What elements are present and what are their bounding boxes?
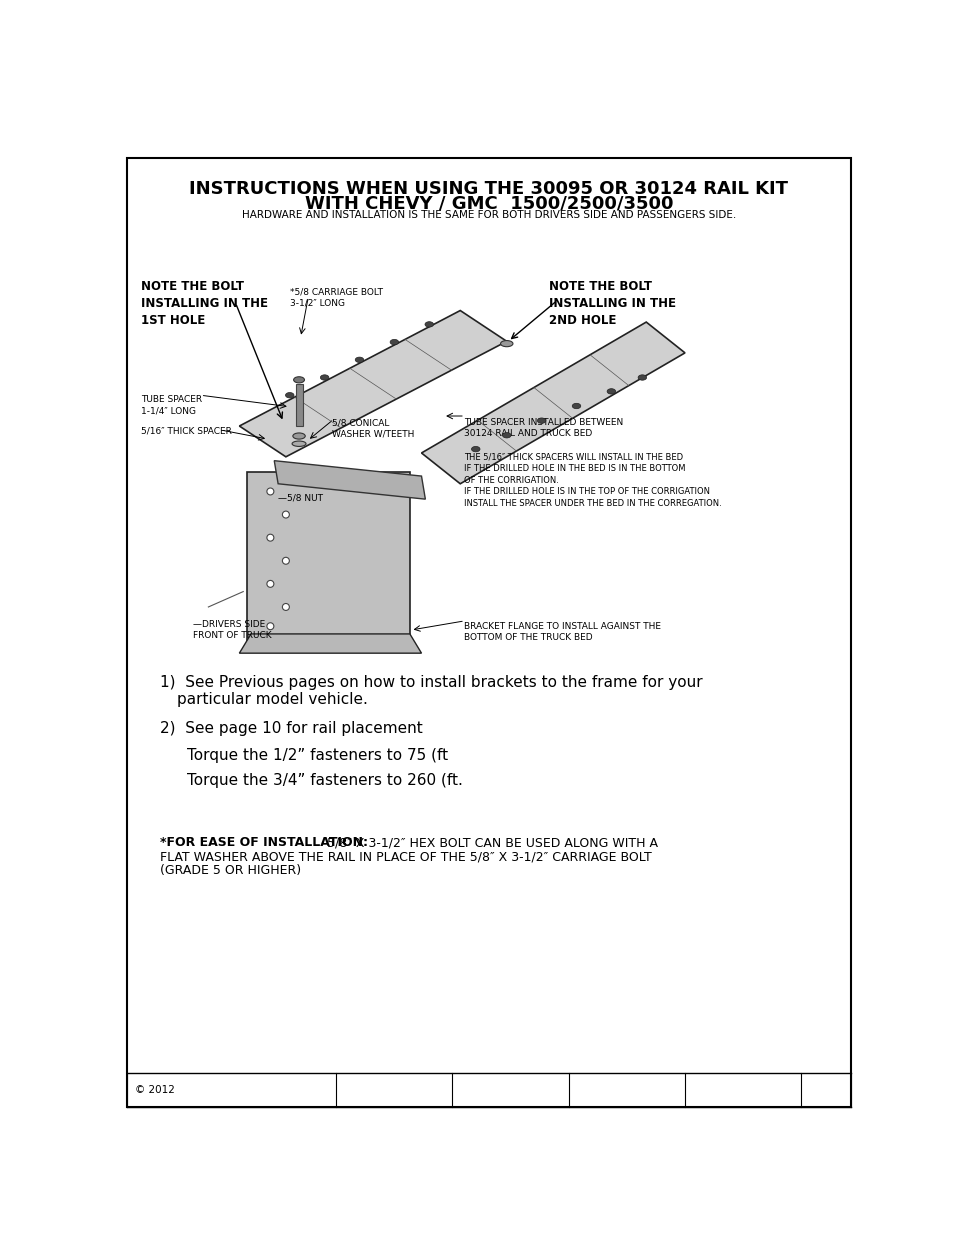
Ellipse shape xyxy=(537,419,545,424)
Ellipse shape xyxy=(471,446,479,452)
Text: TUBE SPACER INSTALLED BETWEEN
30124 RAIL AND TRUCK BED: TUBE SPACER INSTALLED BETWEEN 30124 RAIL… xyxy=(464,419,622,439)
Text: 1)  See Previous pages on how to install brackets to the frame for your: 1) See Previous pages on how to install … xyxy=(159,674,701,689)
Text: 5/16″ THICK SPACER: 5/16″ THICK SPACER xyxy=(141,426,232,435)
Ellipse shape xyxy=(424,322,433,327)
Ellipse shape xyxy=(355,357,363,362)
Polygon shape xyxy=(247,472,410,642)
Text: NOTE THE BOLT
INSTALLING IN THE
2ND HOLE: NOTE THE BOLT INSTALLING IN THE 2ND HOLE xyxy=(549,279,676,327)
Text: 2)  See page 10 for rail placement: 2) See page 10 for rail placement xyxy=(159,720,422,736)
Ellipse shape xyxy=(285,392,294,398)
Text: (GRADE 5 OR HIGHER): (GRADE 5 OR HIGHER) xyxy=(159,865,300,877)
Ellipse shape xyxy=(267,623,274,630)
Ellipse shape xyxy=(320,375,329,380)
Text: THE 5/16″ THICK SPACERS WILL INSTALL IN THE BED
IF THE DRILLED HOLE IN THE BED I: THE 5/16″ THICK SPACERS WILL INSTALL IN … xyxy=(464,454,721,507)
Text: FLAT WASHER ABOVE THE RAIL IN PLACE OF THE 5/8″ X 3-1/2″ CARRIAGE BOLT: FLAT WASHER ABOVE THE RAIL IN PLACE OF T… xyxy=(159,851,651,863)
Ellipse shape xyxy=(502,432,511,439)
Text: —DRIVERS SIDE
FRONT OF TRUCK: —DRIVERS SIDE FRONT OF TRUCK xyxy=(193,620,272,640)
Polygon shape xyxy=(274,461,425,499)
Ellipse shape xyxy=(282,511,289,517)
Text: © 2012: © 2012 xyxy=(134,1085,174,1095)
Text: *FOR EASE OF INSTALLATION:: *FOR EASE OF INSTALLATION: xyxy=(159,837,372,850)
Text: NOTE THE BOLT
INSTALLING IN THE
1ST HOLE: NOTE THE BOLT INSTALLING IN THE 1ST HOLE xyxy=(141,279,268,327)
Text: TUBE SPACER
1-1/4″ LONG: TUBE SPACER 1-1/4″ LONG xyxy=(141,395,202,415)
Text: particular model vehicle.: particular model vehicle. xyxy=(177,693,368,708)
Ellipse shape xyxy=(282,604,289,610)
Ellipse shape xyxy=(292,441,306,446)
Bar xyxy=(295,383,303,426)
Ellipse shape xyxy=(500,341,513,347)
Text: Torque the 1/2” fasteners to 75 (ft: Torque the 1/2” fasteners to 75 (ft xyxy=(187,748,448,763)
Ellipse shape xyxy=(293,434,305,439)
Text: INSTRUCTIONS WHEN USING THE 30095 OR 30124 RAIL KIT: INSTRUCTIONS WHEN USING THE 30095 OR 301… xyxy=(190,179,787,198)
Text: *5/8 CARRIAGE BOLT
3-1/2″ LONG: *5/8 CARRIAGE BOLT 3-1/2″ LONG xyxy=(290,287,382,307)
Ellipse shape xyxy=(282,558,289,564)
Ellipse shape xyxy=(390,340,398,345)
Ellipse shape xyxy=(572,403,580,408)
Text: —5/8 NUT: —5/8 NUT xyxy=(278,492,323,502)
Ellipse shape xyxy=(638,375,646,380)
Text: 5/8 CONICAL
WASHER W/TEETH: 5/8 CONICAL WASHER W/TEETH xyxy=(332,419,415,439)
Ellipse shape xyxy=(267,580,274,588)
Polygon shape xyxy=(239,311,506,457)
Ellipse shape xyxy=(267,487,274,495)
Text: BRACKET FLANGE TO INSTALL AGAINST THE
BOTTOM OF THE TRUCK BED: BRACKET FLANGE TO INSTALL AGAINST THE BO… xyxy=(464,623,660,643)
Ellipse shape xyxy=(606,388,615,393)
Polygon shape xyxy=(239,634,421,653)
Ellipse shape xyxy=(294,377,304,383)
Ellipse shape xyxy=(267,534,274,541)
Text: HARDWARE AND INSTALLATION IS THE SAME FOR BOTH DRIVERS SIDE AND PASSENGERS SIDE.: HARDWARE AND INSTALLATION IS THE SAME FO… xyxy=(241,211,736,221)
Text: WITH CHEVY / GMC  1500/2500/3500: WITH CHEVY / GMC 1500/2500/3500 xyxy=(304,194,673,212)
Text: Torque the 3/4” fasteners to 260 (ft.: Torque the 3/4” fasteners to 260 (ft. xyxy=(187,773,463,788)
Polygon shape xyxy=(421,322,684,484)
Text: 5/8″ X 3-1/2″ HEX BOLT CAN BE USED ALONG WITH A: 5/8″ X 3-1/2″ HEX BOLT CAN BE USED ALONG… xyxy=(327,837,658,850)
